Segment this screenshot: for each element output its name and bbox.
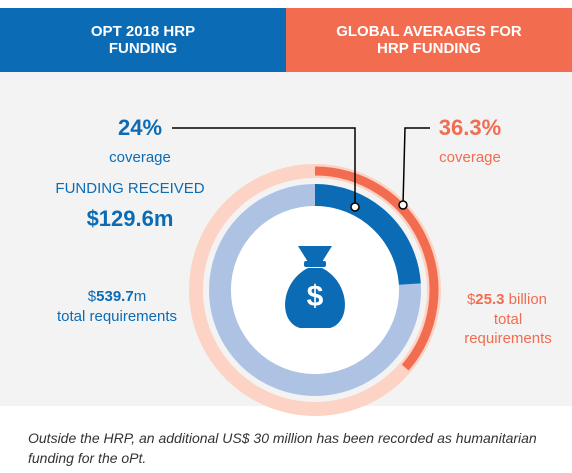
opt-coverage: 24%: [117, 115, 163, 140]
header-right: GLOBAL AVERAGES FOR HRP FUNDING: [286, 8, 572, 72]
opt-coverage-text: coverage: [109, 149, 171, 166]
header-text: GLOBAL AVERAGES FOR HRP FUNDING: [336, 23, 522, 57]
header-text: OPT 2018 HRP FUNDING: [90, 23, 196, 57]
leader-dot: [350, 202, 360, 212]
value: 25.3: [475, 291, 505, 308]
money-bag-icon: [285, 246, 345, 328]
prefix: $: [466, 291, 476, 308]
global-coverage-text: coverage: [439, 149, 501, 166]
footnote: Outside the HRP, an additional US$ 30 mi…: [28, 430, 537, 466]
suffix: billion: [504, 291, 548, 308]
leader-line: [172, 127, 356, 207]
prefix: $: [87, 288, 97, 305]
global-requirements: $25.3 billion: [452, 290, 562, 309]
opt-requirements: $539.7m: [37, 287, 197, 306]
global-coverage: 36.3%: [438, 115, 502, 140]
value: 539.7: [96, 288, 134, 305]
coverage-arc: [314, 184, 421, 286]
header-left: OPT 2018 HRP FUNDING: [0, 8, 286, 72]
icon-symbol: $: [307, 280, 324, 313]
opt-requirements-text: total requirements: [56, 308, 178, 325]
funding-received: $129.6m: [86, 206, 174, 231]
coverage-arc: [314, 166, 439, 371]
global-requirements-text: total requirements: [464, 311, 552, 347]
leader-line: [402, 127, 430, 206]
suffix: m: [133, 288, 147, 305]
funding-received-text: FUNDING RECEIVED: [55, 180, 205, 197]
leader-dot: [398, 200, 408, 210]
